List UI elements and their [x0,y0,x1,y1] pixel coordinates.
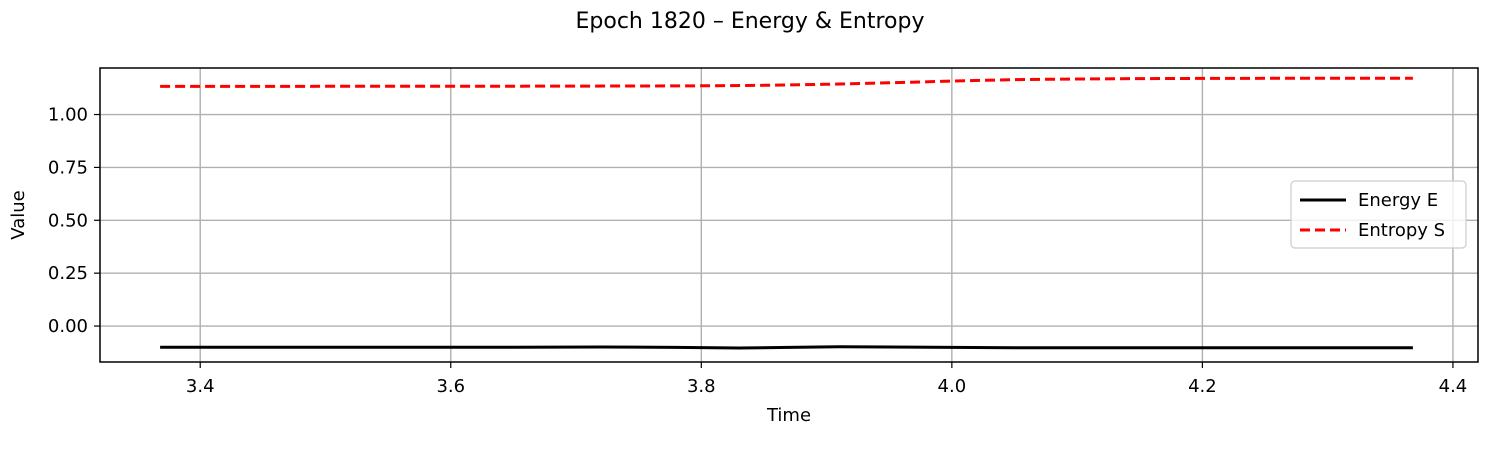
series-line-entropy-s [160,76,1413,88]
x-tick-label: 4.0 [938,376,967,397]
x-axis-label: Time [766,405,811,426]
y-axis-ticks: 0.00 0.25 0.50 0.75 1.00 [48,105,100,337]
x-tick-label: 3.6 [436,376,465,397]
x-tick-label: 4.4 [1439,376,1468,397]
x-tick-label: 3.4 [186,376,215,397]
series-lines [160,76,1413,350]
legend-entry-label: Energy E [1358,190,1438,211]
y-axis-label: Value [8,190,29,239]
grid-lines [100,68,1478,362]
y-tick-label: 0.50 [48,210,88,231]
series-line-energy-e [160,345,1413,350]
x-axis-ticks: 3.4 3.6 3.8 4.0 4.2 4.4 [186,362,1467,397]
legend: Energy E Entropy S [1290,180,1467,249]
y-tick-label: 0.25 [48,263,88,284]
y-tick-label: 0.00 [48,316,88,337]
y-tick-label: 0.75 [48,157,88,178]
x-tick-label: 3.8 [687,376,716,397]
legend-entry-label: Entropy S [1358,220,1445,241]
chart-title: Epoch 1820 – Energy & Entropy [576,9,925,34]
plot-frame [99,67,1479,363]
y-tick-label: 1.00 [48,105,88,126]
x-tick-label: 4.2 [1188,376,1217,397]
